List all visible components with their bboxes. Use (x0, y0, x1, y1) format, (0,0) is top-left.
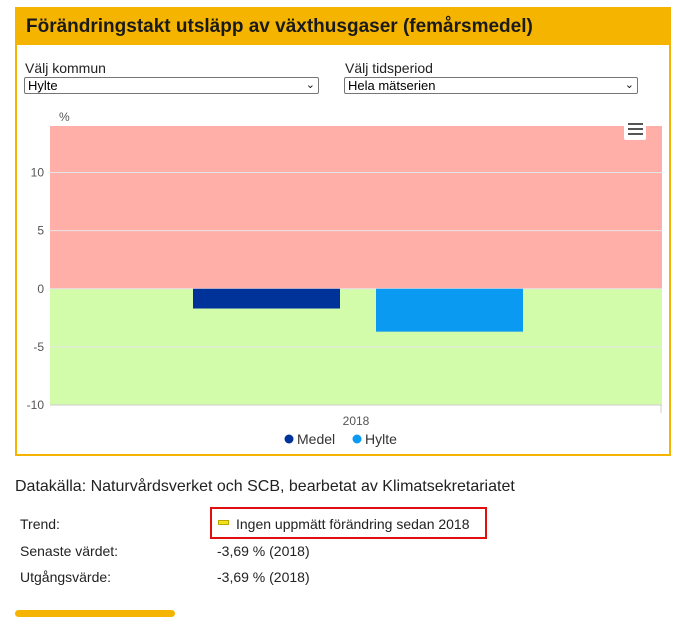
latest-value-label: Senaste värdet: (20, 543, 119, 559)
legend-label-medel: Medel (297, 431, 335, 447)
kommun-label: Välj kommun (25, 60, 106, 76)
plot-band-0 (50, 126, 662, 289)
latest-value: -3,69 % (2018) (217, 543, 310, 559)
y-tick-label: 0 (37, 282, 44, 296)
baseline-value-label: Utgångsvärde: (20, 569, 112, 585)
kommun-select[interactable]: Hylte ⌄ (24, 77, 319, 94)
y-tick-label: 5 (37, 224, 44, 238)
data-source: Datakälla: Naturvårdsverket och SCB, bea… (15, 478, 515, 495)
hamburger-menu-icon-bar (628, 133, 643, 135)
chart-menu-button[interactable] (624, 118, 646, 140)
legend-marker-hylte (352, 434, 362, 444)
no-change-trend-icon (218, 520, 229, 525)
trend-value: Ingen uppmätt förändring sedan 2018 (236, 516, 470, 532)
y-tick-label: -5 (33, 340, 44, 354)
chevron-down-icon: ⌄ (624, 79, 634, 91)
period-select-value: Hela mätserien (348, 78, 436, 93)
legend-marker-medel (284, 434, 294, 444)
hamburger-menu-icon-bar (628, 128, 643, 130)
trend-highlight-box (210, 507, 487, 539)
y-axis-label: % (59, 110, 70, 124)
baseline-value: -3,69 % (2018) (217, 569, 310, 585)
x-tick-label: 2018 (343, 414, 370, 428)
panel-title: Förändringstakt utsläpp av växthusgaser … (17, 9, 669, 45)
bar-hylte (376, 288, 523, 332)
period-label: Välj tidsperiod (345, 60, 433, 76)
period-select[interactable]: Hela mätserien ⌄ (344, 77, 638, 94)
chevron-down-icon: ⌄ (305, 79, 315, 91)
trend-label: Trend: (20, 516, 60, 532)
kommun-select-value: Hylte (28, 78, 58, 93)
y-tick-label: -10 (27, 398, 45, 412)
hamburger-menu-icon (628, 123, 643, 125)
bar-medel (193, 288, 340, 309)
legend-label-hylte: Hylte (365, 431, 397, 447)
bottom-accent-bar (15, 610, 175, 617)
y-tick-label: 10 (31, 166, 45, 180)
